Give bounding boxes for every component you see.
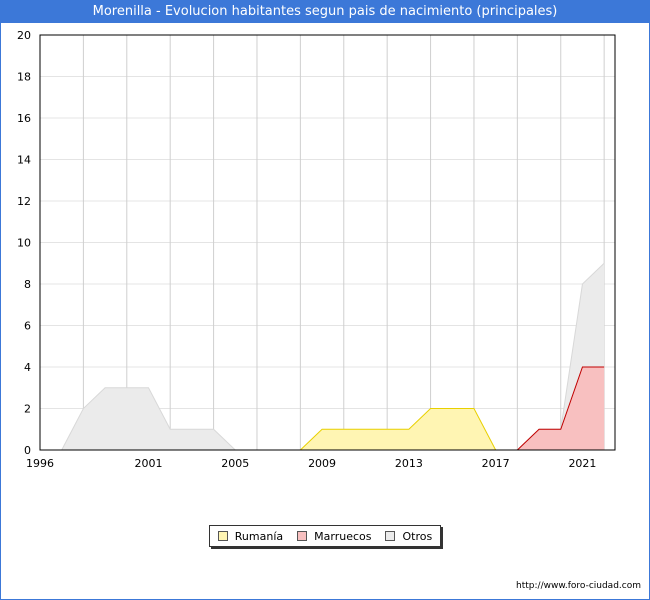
y-tick-label: 2: [24, 403, 31, 416]
y-tick-label: 12: [17, 195, 31, 208]
x-tick-label: 1996: [26, 457, 54, 470]
x-tick-label: 2005: [221, 457, 249, 470]
x-tick-label: 2009: [308, 457, 336, 470]
line-marruecos: [517, 366, 605, 451]
area-marruecos: [40, 367, 605, 450]
legend-item-marruecos: Marruecos: [297, 530, 371, 543]
legend-swatch-otros: [385, 531, 396, 541]
plot-border: [39, 34, 616, 451]
x-tick-label: 2001: [134, 457, 162, 470]
legend-label-otros: Otros: [402, 529, 433, 543]
legend-label-marruecos: Marruecos: [314, 529, 372, 543]
y-tick-label: 0: [24, 444, 31, 457]
area-otros: [40, 263, 605, 450]
y-tick-label: 10: [17, 237, 31, 250]
legend-swatch-rumania: [217, 531, 228, 541]
x-tick-label: 2013: [395, 457, 423, 470]
source-credit: http://www.foro-ciudad.com: [516, 581, 641, 591]
y-tick-label: 14: [17, 154, 31, 167]
legend-label-rumania: Rumanía: [234, 529, 284, 543]
y-tick-label: 6: [24, 320, 31, 333]
legend-swatch-marruecos: [297, 531, 308, 541]
x-tick-label: 2021: [568, 457, 596, 470]
y-tick-label: 16: [17, 112, 31, 125]
y-tick-label: 20: [17, 29, 31, 42]
line-rumana: [300, 408, 497, 451]
y-tick-label: 8: [24, 278, 31, 291]
legend-item-rumania: Rumanía: [217, 529, 284, 543]
x-tick-label: 2017: [482, 457, 510, 470]
chart-title: Morenilla - Evolucion habitantes segun p…: [0, 0, 650, 23]
legend: Rumanía Marruecos Otros: [209, 525, 441, 547]
legend-item-otros: Otros: [385, 530, 432, 543]
y-tick-label: 4: [24, 361, 31, 374]
y-tick-label: 18: [17, 71, 31, 84]
